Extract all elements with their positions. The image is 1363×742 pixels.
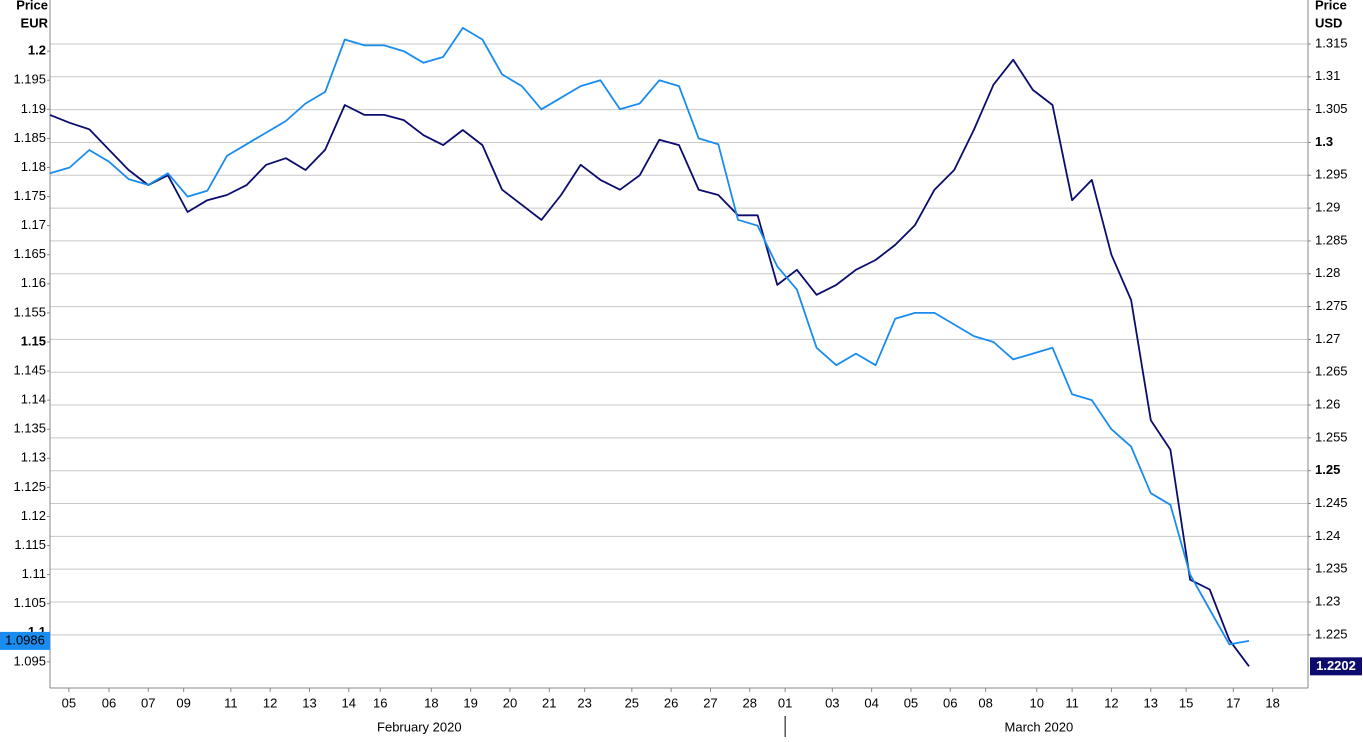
y2-tick-label: 1.245 bbox=[1315, 495, 1348, 510]
y2-axis-label: USD bbox=[1315, 15, 1342, 30]
month-label: March 2020 bbox=[1005, 719, 1074, 734]
x-tick-label: 06 bbox=[943, 695, 957, 710]
y2-tick-label: 1.26 bbox=[1315, 396, 1340, 411]
x-tick-label: 21 bbox=[542, 695, 556, 710]
y-tick-label: 1.195 bbox=[13, 72, 46, 87]
y2-tick-label: 1.28 bbox=[1315, 265, 1340, 280]
x-tick-label: 10 bbox=[1030, 695, 1044, 710]
y-tick-label: 1.17 bbox=[21, 217, 46, 232]
x-tick-label: 11 bbox=[224, 695, 238, 710]
x-tick-label: 05 bbox=[62, 695, 76, 710]
y-tick-label: 1.095 bbox=[13, 653, 46, 668]
x-tick-label: 12 bbox=[263, 695, 277, 710]
x-tick-label: 18 bbox=[1265, 695, 1279, 710]
x-tick-label: 25 bbox=[625, 695, 639, 710]
y2-tick-label: 1.25 bbox=[1315, 462, 1340, 477]
month-label: February 2020 bbox=[377, 719, 462, 734]
x-tick-label: 16 bbox=[373, 695, 387, 710]
x-tick-label: 07 bbox=[141, 695, 155, 710]
y-tick-label: 1.105 bbox=[13, 595, 46, 610]
x-tick-label: 11 bbox=[1065, 695, 1079, 710]
y-tick-label: 1.15 bbox=[21, 333, 46, 348]
y-tick-label: 1.11 bbox=[22, 566, 46, 581]
last-value-box bbox=[0, 631, 50, 650]
y2-tick-label: 1.295 bbox=[1315, 167, 1348, 182]
y-axis-label: Price bbox=[16, 0, 48, 12]
last-value-box bbox=[1310, 657, 1362, 676]
y-tick-label: 1.175 bbox=[13, 188, 46, 203]
y2-tick-label: 1.315 bbox=[1315, 35, 1348, 50]
y2-tick-label: 1.255 bbox=[1315, 429, 1348, 444]
y2-tick-label: 1.27 bbox=[1315, 331, 1340, 346]
x-tick-label: 06 bbox=[102, 695, 116, 710]
y-tick-label: 1.19 bbox=[21, 101, 46, 116]
y-axis-label: EUR bbox=[21, 15, 49, 30]
y2-tick-label: 1.29 bbox=[1315, 200, 1340, 215]
y-tick-label: 1.13 bbox=[21, 450, 46, 465]
y-tick-label: 1.185 bbox=[13, 130, 46, 145]
x-tick-label: 08 bbox=[978, 695, 992, 710]
x-tick-label: 26 bbox=[664, 695, 678, 710]
y-tick-label: 1.155 bbox=[13, 304, 46, 319]
y-tick-label: 1.18 bbox=[21, 159, 46, 174]
price-line bbox=[49, 27, 1250, 646]
last-value-label: 1.0986 bbox=[5, 632, 45, 647]
x-tick-label: 15 bbox=[1179, 695, 1193, 710]
y2-tick-label: 1.275 bbox=[1315, 298, 1348, 313]
x-tick-label: 05 bbox=[904, 695, 918, 710]
y-tick-label: 1.16 bbox=[21, 275, 46, 290]
x-tick-label: 17 bbox=[1226, 695, 1240, 710]
y2-tick-label: 1.24 bbox=[1315, 528, 1340, 543]
x-tick-label: 03 bbox=[825, 695, 839, 710]
y-tick-label: 1.14 bbox=[21, 392, 46, 407]
x-tick-label: 19 bbox=[463, 695, 477, 710]
x-tick-label: 01 bbox=[778, 695, 792, 710]
y-tick-label: 1.125 bbox=[13, 479, 46, 494]
price-line bbox=[49, 58, 1250, 667]
y2-tick-label: 1.3 bbox=[1315, 134, 1333, 149]
y2-axis-label: Price bbox=[1315, 0, 1347, 12]
y-tick-label: 1.2 bbox=[28, 43, 46, 58]
y-tick-label: 1.145 bbox=[13, 362, 46, 377]
y-tick-label: 1.115 bbox=[14, 537, 46, 552]
x-tick-label: 18 bbox=[424, 695, 438, 710]
y2-tick-label: 1.235 bbox=[1315, 561, 1348, 576]
y2-tick-label: 1.23 bbox=[1315, 593, 1340, 608]
x-tick-label: 28 bbox=[743, 695, 757, 710]
x-tick-label: 23 bbox=[577, 695, 591, 710]
y2-tick-label: 1.225 bbox=[1315, 626, 1348, 641]
x-tick-label: 13 bbox=[302, 695, 316, 710]
y-tick-label: 1.135 bbox=[13, 421, 46, 436]
x-tick-label: 20 bbox=[503, 695, 517, 710]
x-tick-label: 13 bbox=[1144, 695, 1158, 710]
y2-tick-label: 1.31 bbox=[1315, 68, 1340, 83]
y2-tick-label: 1.285 bbox=[1315, 232, 1348, 247]
x-tick-label: 12 bbox=[1104, 695, 1118, 710]
x-tick-label: 04 bbox=[864, 695, 878, 710]
y2-tick-label: 1.265 bbox=[1315, 364, 1348, 379]
y2-tick-label: 1.305 bbox=[1315, 101, 1348, 116]
x-tick-label: 09 bbox=[176, 695, 190, 710]
x-tick-label: 14 bbox=[342, 695, 356, 710]
y-tick-label: 1.12 bbox=[21, 508, 46, 523]
last-value-label: 1.2202 bbox=[1316, 658, 1356, 673]
y-tick-label: 1.165 bbox=[13, 246, 46, 261]
x-tick-label: 27 bbox=[703, 695, 717, 710]
